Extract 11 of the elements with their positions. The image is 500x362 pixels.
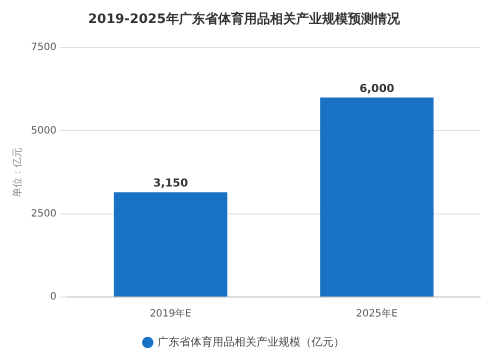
data-label: 6,000 <box>359 82 395 95</box>
chart-title: 2019-2025年广东省体育用品相关产业规模预测情况 <box>88 11 401 28</box>
data-label: 3,150 <box>153 176 188 190</box>
y-tick-label: 7500 <box>30 42 56 54</box>
y-tick-label: 2500 <box>30 208 56 220</box>
y-axis-title: 单位：亿元 <box>12 147 24 198</box>
y-tick-label: 5000 <box>30 125 56 136</box>
x-tick-label: 2019年E <box>150 308 192 320</box>
x-tick-label: 2025年E <box>356 308 398 320</box>
legend-label: 广东省体育用品相关产业规模（亿元） <box>157 335 344 348</box>
y-tick-label: 0 <box>50 292 56 303</box>
